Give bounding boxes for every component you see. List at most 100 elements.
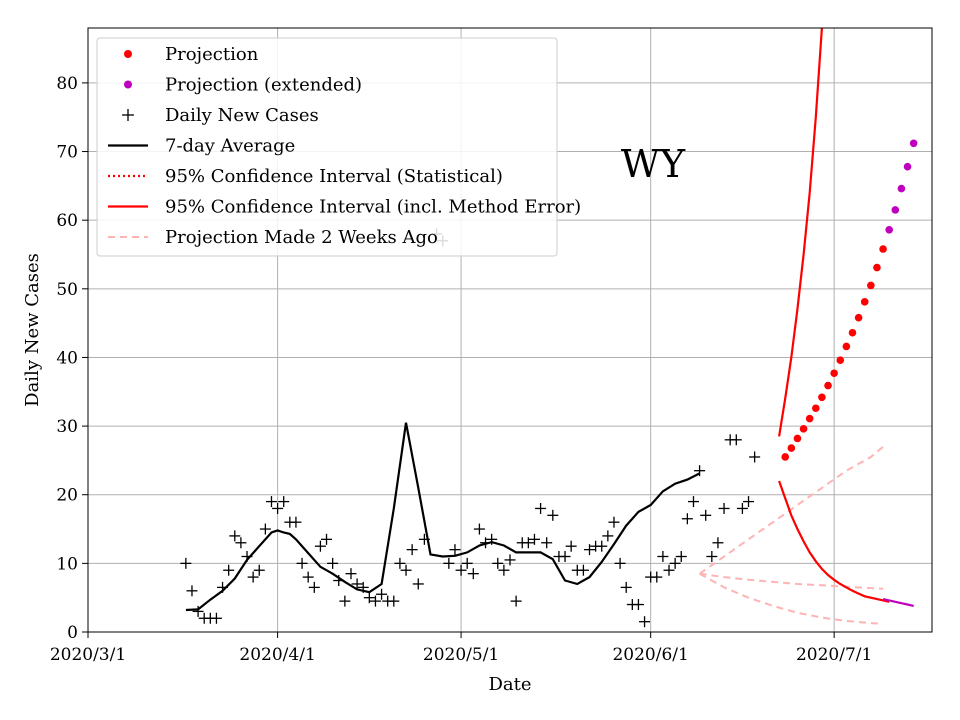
y-tick-label: 70 — [56, 143, 78, 163]
legend-label: Projection Made 2 Weeks Ago — [165, 227, 438, 248]
legend-label: Daily New Cases — [165, 105, 319, 126]
daily-case-marker — [247, 571, 259, 583]
projection-extended-point — [903, 162, 912, 171]
daily-case-marker — [663, 564, 675, 576]
projection-point — [799, 425, 808, 433]
old-projection-lower-a-line — [699, 572, 884, 590]
daily-case-marker — [681, 513, 693, 525]
daily-case-marker — [565, 540, 577, 552]
daily-case-marker — [345, 568, 357, 580]
daily-case-marker — [278, 496, 290, 508]
daily-case-marker — [504, 554, 516, 566]
projection-extended-point — [909, 139, 918, 148]
legend-item: Daily New Cases — [122, 105, 319, 126]
old-projection-lower-b-line — [699, 572, 884, 625]
daily-case-marker — [186, 585, 198, 597]
daily-case-marker — [265, 496, 277, 508]
daily-case-marker — [351, 578, 363, 590]
x-axis-label: Date — [488, 674, 531, 695]
daily-case-marker — [657, 551, 669, 562]
daily-case-marker — [712, 537, 724, 549]
projection-extended-point — [891, 206, 900, 214]
daily-case-marker — [467, 568, 479, 580]
projection-point — [781, 453, 790, 461]
daily-case-marker — [602, 530, 614, 542]
seven-day-average-line — [185, 422, 701, 612]
legend-item: Projection Made 2 Weeks Ago — [108, 227, 438, 248]
daily-case-marker — [388, 595, 400, 607]
daily-case-marker — [259, 523, 271, 535]
daily-case-marker — [535, 502, 547, 514]
daily-case-marker — [706, 551, 718, 562]
projection-point — [805, 414, 814, 423]
daily-case-marker — [253, 564, 265, 576]
ci-upper-line — [778, 27, 823, 437]
projection-point — [787, 444, 796, 452]
daily-case-marker — [510, 595, 522, 607]
projection-point — [867, 281, 875, 290]
legend: Projection Projection (extended) Daily New… — [96, 37, 581, 257]
x-tick-label: 2020/7/1 — [796, 645, 872, 665]
plot-frame — [87, 27, 933, 633]
projection-extended-point — [897, 184, 906, 193]
daily-case-marker — [272, 502, 284, 514]
daily-case-marker — [620, 581, 632, 593]
projection-point — [842, 342, 851, 351]
daily-case-marker — [400, 564, 412, 576]
daily-case-marker — [639, 616, 651, 628]
legend-label: Projection (extended) — [165, 75, 362, 96]
x-axis-ticks: 2020/3/1 2020/4/1 2020/5/1 2020/6/1 2020/7/1 — [50, 632, 872, 665]
y-tick-label: 80 — [56, 74, 78, 94]
daily-case-marker — [608, 516, 620, 528]
daily-case-marker — [559, 551, 571, 562]
projection-point — [873, 263, 881, 272]
daily-case-marker — [632, 599, 644, 611]
daily-case-marker — [730, 434, 742, 446]
daily-case-marker — [321, 533, 333, 545]
daily-case-marker — [669, 557, 681, 569]
daily-case-marker — [376, 588, 388, 600]
daily-case-marker — [314, 540, 326, 552]
x-tick-label: 2020/4/1 — [239, 645, 315, 665]
legend-item: 95% Confidence Interval (incl. Method Er… — [108, 197, 581, 218]
projection-point — [824, 381, 832, 390]
x-tick-label: 2020/3/1 — [50, 645, 126, 665]
legend-label: 7-day Average — [165, 136, 295, 157]
legend-label: 95% Confidence Interval (Statistical) — [165, 166, 503, 187]
daily-case-marker — [192, 605, 204, 617]
daily-case-marker — [498, 564, 510, 576]
legend-label: 95% Confidence Interval (incl. Method Er… — [165, 197, 581, 218]
ci-extended-lower-line — [882, 598, 914, 607]
projection-point — [830, 369, 838, 378]
daily-case-marker — [743, 496, 755, 508]
daily-case-marker — [528, 533, 540, 545]
legend-label: Projection — [165, 44, 259, 65]
daily-case-marker — [577, 564, 589, 576]
ci-lower-line — [778, 480, 890, 603]
legend-swatch — [124, 80, 132, 89]
old-projection-center-line — [699, 445, 884, 575]
daily-case-marker — [235, 537, 247, 549]
projection-point — [793, 434, 802, 443]
y-axis-ticks: 0 10 20 30 40 50 60 70 80 — [56, 74, 88, 643]
daily-case-marker — [541, 537, 553, 549]
y-tick-label: 60 — [56, 211, 78, 231]
daily-case-marker — [449, 544, 461, 556]
projection-point — [860, 298, 869, 306]
daily-case-marker — [339, 595, 351, 607]
daily-case-marker — [229, 530, 241, 542]
projection-point — [879, 245, 887, 253]
y-axis-label: Daily New Cases — [22, 253, 43, 407]
projection-point — [811, 404, 820, 413]
daily-case-marker — [492, 557, 504, 569]
daily-case-marker — [223, 564, 235, 576]
projection-point — [848, 328, 857, 337]
daily-case-marker — [651, 571, 663, 583]
daily-case-marker — [180, 557, 192, 569]
chart-title: WY — [621, 142, 686, 186]
daily-case-marker — [210, 612, 222, 624]
daily-case-marker — [455, 564, 467, 576]
daily-case-marker — [394, 557, 406, 569]
daily-case-marker — [290, 516, 302, 528]
legend-item: 95% Confidence Interval (Statistical) — [108, 166, 503, 187]
